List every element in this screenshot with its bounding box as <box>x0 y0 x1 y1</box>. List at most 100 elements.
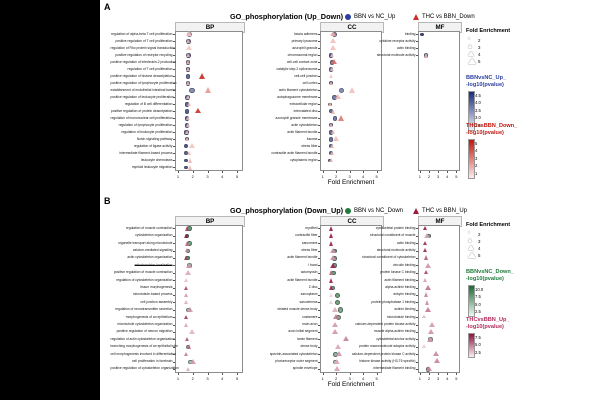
axis-tick <box>318 76 321 77</box>
axis-tick-label: 5 <box>235 173 239 179</box>
data-point-triangle <box>329 277 334 283</box>
legend-size-marker <box>468 238 472 242</box>
axis-tick-label: 3 <box>206 173 209 179</box>
axis-tick <box>318 34 321 35</box>
axis-tick-x <box>322 373 324 375</box>
term-label: regulation of alpha-beta T cell prolifer… <box>111 31 173 36</box>
axis-tick <box>318 146 321 147</box>
term-label: protein phosphatase 1 binding <box>371 299 416 304</box>
data-point-triangle <box>422 226 427 231</box>
data-point-triangle <box>184 248 189 253</box>
axis-tick <box>416 287 419 289</box>
axis-tick <box>318 243 321 244</box>
legend-color1-tick-label: 5.0 <box>475 301 481 307</box>
data-point-triangle <box>423 233 430 239</box>
panel-letter-a: A <box>104 2 111 12</box>
term-label: cytoskeleton organization <box>135 233 173 238</box>
term-label: regulation of T cell proliferation <box>127 66 173 71</box>
term-label: regulation of muscle contraction <box>125 225 173 230</box>
term-label: cell cortex <box>302 80 318 85</box>
axis-tick <box>318 125 321 126</box>
data-point-triangle <box>189 358 196 364</box>
axis-tick <box>318 235 321 237</box>
axis-tick <box>416 369 419 370</box>
data-point-triangle <box>185 262 192 268</box>
data-point-triangle <box>185 38 190 43</box>
axis-tick <box>173 332 176 333</box>
term-label: sarcomere <box>301 240 318 245</box>
axis-tick <box>173 228 176 229</box>
axis-tick-label: 2 <box>191 375 194 381</box>
legend-size-marker <box>468 231 470 233</box>
axis-tick <box>173 258 176 259</box>
term-label: contractile fiber <box>295 233 318 238</box>
term-label: regulation of ligase activity <box>133 143 173 148</box>
axis-tick-label: 3 <box>436 375 440 381</box>
figure-title-b: GO_phosphorylation (Down_Up) <box>230 206 344 215</box>
data-point-triangle <box>184 233 189 238</box>
legend-size-title: Fold Enrichment <box>466 222 511 228</box>
term-label: catalytic step 2 spliceosome <box>276 66 318 71</box>
axis-tick <box>173 62 176 63</box>
axis-tick <box>416 339 419 340</box>
data-point-triangle <box>424 292 429 298</box>
axis-tick <box>173 317 176 318</box>
data-point-triangle <box>330 150 335 155</box>
term-label: microtubule cytoskeleton organization <box>117 321 173 326</box>
term-label: positive regulation of leukocyte prolife… <box>110 94 174 99</box>
axis-tick <box>318 132 321 133</box>
data-point-triangle <box>328 158 333 163</box>
data-point-triangle <box>349 86 356 93</box>
axis-tick-x <box>349 373 351 375</box>
data-point-triangle <box>328 225 333 231</box>
data-point-triangle <box>186 59 191 64</box>
term-label: actin binding <box>396 45 416 50</box>
legend-size-marker <box>468 44 472 48</box>
term-label: stress fiber <box>301 247 318 252</box>
axis-tick <box>318 369 321 370</box>
axis-tick <box>173 139 176 140</box>
axis-tick <box>173 55 176 56</box>
data-point-triangle <box>329 270 334 276</box>
axis-tick <box>173 153 176 154</box>
term-label: cytoskeletal anchor activity <box>376 336 416 341</box>
data-point-triangle <box>329 262 336 268</box>
axis-tick <box>173 48 176 49</box>
term-label: regulation of Rho protein signal transdu… <box>110 45 176 50</box>
term-label: histone kinase activity (H3-T6 specific) <box>359 358 416 363</box>
axis-tick <box>416 280 419 281</box>
data-point-triangle <box>185 45 192 51</box>
term-label: branching morphogenesis of an epithelial… <box>110 344 178 349</box>
data-point-triangle <box>424 255 429 261</box>
term-label: primary lysosome <box>291 38 318 43</box>
data-point-triangle <box>185 122 190 127</box>
term-label: calcium-dependent protein kinase activit… <box>355 321 416 326</box>
data-point-triangle <box>335 351 342 357</box>
term-label: positive regulation of interleukin-2 pro… <box>110 59 176 64</box>
legend-size-label: 4 <box>478 52 481 57</box>
axis-tick <box>173 302 176 303</box>
term-label: calcium-dependent protein kinase C activ… <box>351 351 416 356</box>
legend-size-title: Fold Enrichment <box>466 28 511 34</box>
axis-tick <box>318 332 321 333</box>
term-label: cell proliferation in forebrain <box>132 358 173 363</box>
axis-tick <box>416 250 419 252</box>
axis-tick-x <box>438 171 439 173</box>
axis-tick <box>416 324 419 326</box>
data-point-triangle <box>330 143 335 148</box>
axis-tick-label: 3 <box>436 173 440 179</box>
legend-color2-tick-label: 4 <box>475 148 478 154</box>
axis-tick-x <box>177 171 179 173</box>
axis-tick <box>318 295 321 296</box>
key-marker-circle <box>345 14 351 20</box>
axis-tick <box>416 34 419 35</box>
legend-color1-tick-label: 3.5 <box>475 107 481 113</box>
data-point-triangle <box>329 81 334 86</box>
axis-tick-label: 1 <box>418 375 421 381</box>
legend-size-marker <box>468 245 474 250</box>
axis-tick <box>173 280 176 281</box>
data-point-triangle <box>332 136 339 142</box>
term-label: positive regulation of histone deacetyla… <box>110 73 173 78</box>
legend-color1-tick-label: 10.0 <box>475 286 484 292</box>
axis-tick <box>318 287 321 289</box>
